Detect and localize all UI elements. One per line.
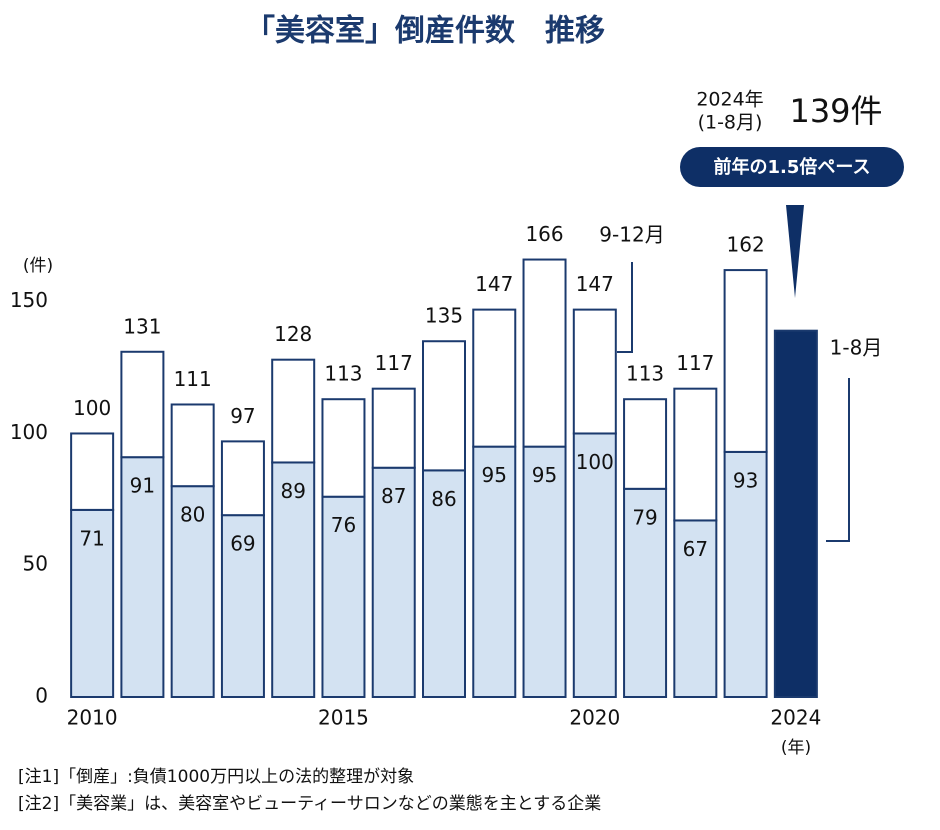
value-label: 67: [683, 537, 708, 561]
value-label: 71: [79, 526, 104, 550]
note: [注2]「美容業」は、美容室やビューティーサロンなどの業態を主とする企業: [18, 794, 601, 814]
total-label: 113: [626, 362, 664, 386]
bar-segment: [472, 445, 517, 698]
total-label: 113: [324, 362, 362, 386]
value-label: 91: [130, 474, 155, 498]
value-label: 95: [532, 463, 557, 487]
bar-segment: [271, 358, 316, 464]
bar-segment: [70, 432, 115, 511]
bar-segment: [623, 398, 668, 490]
annotation-year: 2024年: [696, 89, 763, 111]
y-tick-label: 50: [23, 552, 48, 576]
bar-segment: [673, 387, 718, 522]
bar-segment: [422, 469, 466, 699]
bar-segment: [623, 487, 668, 698]
bar-segment: [572, 308, 617, 435]
bar-segment: [371, 387, 416, 469]
total-label: 117: [676, 351, 714, 375]
total-label: 147: [576, 272, 614, 296]
value-label: 95: [482, 463, 507, 487]
bar-segment: [120, 350, 165, 459]
total-label: 135: [425, 304, 463, 328]
bar-segment: [220, 514, 265, 699]
bar-segment: [422, 340, 466, 472]
annotation-value: 139件: [789, 92, 882, 130]
bar-segment: [522, 258, 567, 448]
total-label: 166: [525, 222, 563, 246]
value-label: 79: [632, 505, 657, 529]
total-label: 117: [375, 351, 413, 375]
total-label: 97: [230, 404, 255, 428]
bar-segment: [773, 329, 818, 698]
x-tick-label: 2015: [318, 706, 369, 730]
bar-segment: [170, 403, 215, 488]
total-label: 147: [475, 272, 513, 296]
y-tick-label: 150: [10, 288, 48, 312]
legend-label: 1-8月: [830, 336, 883, 360]
y-tick-label: 0: [35, 684, 48, 708]
note: [注1]「倒産」:負債1000万円以上の法的整理が対象: [18, 767, 414, 787]
total-label: 128: [274, 322, 312, 346]
total-label: 162: [727, 233, 765, 257]
bracket: [826, 378, 850, 542]
y-tick-label: 100: [10, 420, 48, 444]
value-label: 76: [331, 513, 356, 537]
bar-segment: [220, 440, 265, 517]
bar-segment: [170, 485, 215, 699]
x-tick-label: 2010: [67, 706, 118, 730]
bar-segment: [572, 432, 617, 698]
legend-label: 9-12月: [599, 223, 664, 247]
badge-text: 前年の1.5倍ペース: [714, 156, 871, 178]
bar-segment: [723, 450, 768, 698]
bar-segment: [723, 269, 768, 453]
value-label: 80: [180, 503, 205, 527]
value-label: 87: [381, 484, 406, 508]
value-label: 89: [280, 479, 305, 503]
value-label: 69: [230, 532, 255, 556]
bar-segment: [321, 495, 366, 698]
bracket: [617, 262, 633, 353]
total-label: 111: [174, 367, 212, 391]
x-unit: (年): [781, 738, 811, 758]
bar-segment: [371, 466, 416, 698]
total-label: 131: [123, 314, 161, 338]
bar-segment: [472, 308, 517, 448]
badge: [680, 147, 904, 187]
value-label: 86: [431, 487, 456, 511]
annotation-period: (1-8月): [698, 112, 763, 134]
x-tick-label: 2020: [569, 706, 620, 730]
chart-title: 「美容室」倒産件数 推移: [245, 14, 605, 49]
total-label: 100: [73, 396, 111, 420]
x-tick-label: 2024: [770, 706, 821, 730]
value-label: 100: [576, 450, 614, 474]
bar-segment: [321, 398, 366, 498]
pointer: [786, 205, 804, 298]
value-label: 93: [733, 468, 758, 492]
y-unit: (件): [23, 256, 53, 276]
